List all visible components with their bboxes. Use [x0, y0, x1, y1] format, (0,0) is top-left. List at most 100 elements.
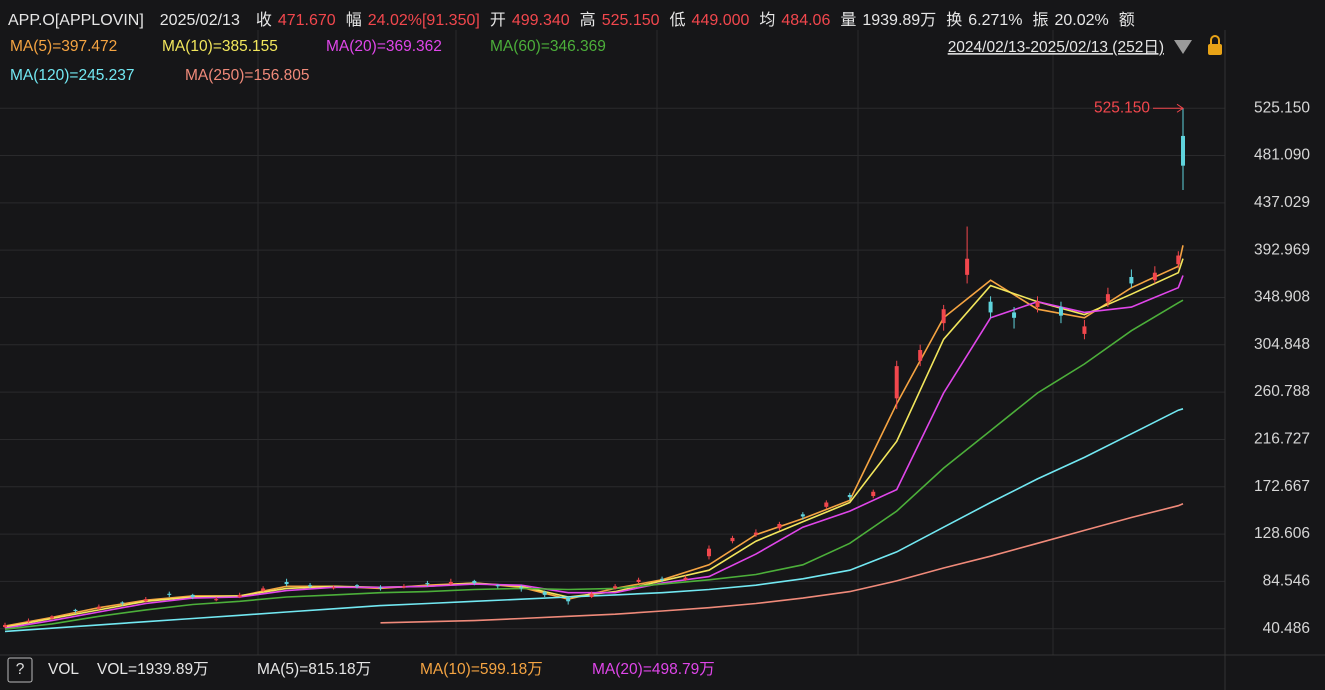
candle-body	[378, 587, 383, 589]
candle-body	[542, 591, 547, 595]
field-label: 高	[579, 12, 596, 29]
field-value: 499.340	[511, 12, 570, 29]
candle-body	[1181, 135, 1185, 166]
candle-body	[190, 594, 195, 598]
field-value: 6.271%	[968, 12, 1023, 29]
y-tick-label: 304.848	[1254, 336, 1310, 353]
candle-body	[1058, 307, 1063, 316]
candle-body	[73, 609, 78, 611]
lock-shackle	[1210, 35, 1220, 44]
ma-line	[4, 258, 1184, 628]
y-tick-label: 128.606	[1254, 525, 1310, 542]
field-value: 20.02%	[1054, 12, 1109, 29]
y-tick-label: 392.969	[1254, 241, 1310, 258]
candle-body	[284, 581, 289, 585]
candle-body	[706, 548, 711, 557]
candle-body	[1176, 255, 1181, 265]
candle-body	[354, 585, 359, 587]
candle-body	[683, 577, 688, 580]
ma-line	[380, 503, 1184, 624]
candle-body	[1035, 301, 1040, 308]
max-label: 525.150	[1094, 99, 1150, 116]
field-value: 1939.89万	[862, 12, 937, 29]
candle-body	[918, 350, 923, 361]
candle-body	[120, 602, 125, 604]
candle-body	[167, 593, 172, 595]
field-label: 开	[489, 12, 506, 29]
candle-body	[3, 624, 7, 628]
candle-body	[401, 586, 406, 588]
ma-line	[4, 275, 1184, 629]
candle-body	[753, 532, 758, 535]
legend-entry: MA(20)=369.362	[326, 38, 442, 55]
quote-header: APP.O[APPLOVIN] 2025/02/13 收 471.670 幅 24.02%…	[8, 6, 1325, 30]
field-value: 525.150	[601, 12, 660, 29]
field-label: 换	[946, 12, 963, 29]
y-tick-label: 216.727	[1254, 431, 1310, 448]
candle-body	[894, 366, 899, 399]
candle-body	[988, 301, 993, 313]
grid	[0, 30, 1225, 655]
candle-body	[425, 583, 430, 585]
candle-body	[660, 578, 665, 580]
ma-line	[4, 245, 1184, 627]
candle-body	[777, 523, 782, 529]
lock-icon[interactable]	[1208, 44, 1222, 55]
y-tick-label: 348.908	[1254, 289, 1310, 306]
candle-body	[1105, 294, 1110, 302]
y-tick-label: 40.486	[1263, 620, 1310, 637]
legend-entry: MA(250)=156.805	[185, 67, 310, 84]
field-label: 量	[840, 12, 857, 29]
max-arrow-head	[1176, 103, 1184, 113]
candle-body	[730, 537, 735, 542]
help-icon[interactable]: ?	[16, 661, 25, 678]
candle-body	[824, 502, 829, 507]
field-value: 484.06	[781, 12, 831, 29]
candle-body	[214, 599, 219, 601]
field-label: 收	[255, 12, 272, 29]
volume-value: MA(20)=498.79万	[592, 661, 715, 678]
y-tick-label: 260.788	[1254, 383, 1310, 400]
y-tick-label: 481.090	[1254, 147, 1310, 164]
candle-body	[589, 593, 594, 598]
candle-body	[1152, 272, 1157, 281]
field-label: 低	[669, 12, 686, 29]
candle-body	[237, 594, 242, 598]
legend-entry: MA(60)=346.369	[490, 38, 606, 55]
candle-body	[1129, 276, 1134, 284]
field-label: 幅	[345, 12, 362, 29]
y-tick-label: 525.150	[1254, 99, 1310, 116]
field-label: 振	[1032, 12, 1049, 29]
candle-body	[1012, 312, 1017, 318]
field-label: 额	[1118, 12, 1135, 29]
legend-entry: MA(10)=385.155	[162, 38, 278, 55]
candle-body	[49, 616, 54, 619]
volume-value: VOL=1939.89万	[97, 661, 209, 678]
candle-body	[26, 620, 31, 622]
ma-line	[4, 408, 1184, 633]
candle-body	[566, 598, 571, 602]
date-range[interactable]: 2024/02/13-2025/02/13 (252日)	[948, 39, 1164, 56]
candle-body	[448, 581, 453, 585]
candle-body	[941, 309, 946, 324]
volume-title: VOL	[48, 661, 79, 678]
y-tick-label: 437.029	[1254, 194, 1310, 211]
field-value: 449.000	[691, 12, 750, 29]
candle-body	[472, 580, 477, 584]
help-button[interactable]	[7, 657, 33, 683]
range-dropdown[interactable]	[1174, 40, 1192, 54]
date: 2025/02/13	[159, 12, 240, 29]
volume-value: MA(10)=599.18万	[420, 661, 543, 678]
candle-body	[965, 258, 970, 275]
volume-value: MA(5)=815.18万	[257, 661, 371, 678]
candle-body	[1082, 326, 1087, 334]
y-tick-label: 172.667	[1254, 478, 1310, 495]
ma-line	[4, 299, 1184, 630]
symbol: APP.O[APPLOVIN]	[8, 12, 144, 29]
candle-body	[613, 586, 618, 589]
candle-body	[495, 585, 500, 587]
field-label: 均	[759, 12, 776, 29]
y-tick-label: 84.546	[1263, 572, 1310, 589]
